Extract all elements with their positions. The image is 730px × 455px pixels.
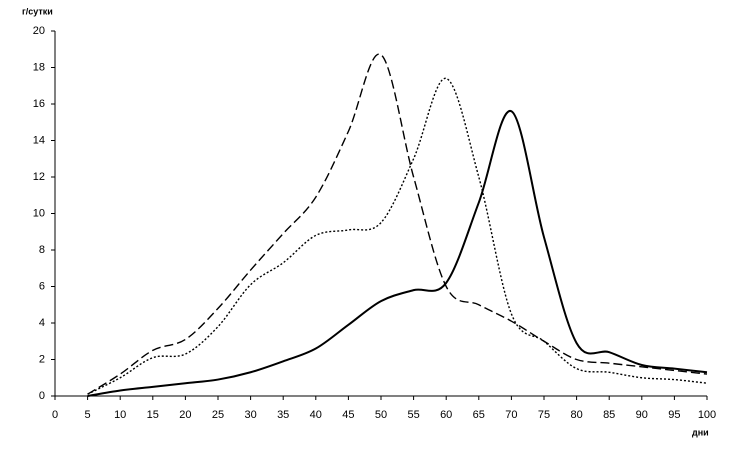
y-tick-label: 20 (33, 25, 45, 37)
x-tick-label: 60 (440, 409, 452, 421)
y-tick-label: 14 (33, 134, 45, 146)
x-tick-label: 45 (342, 409, 354, 421)
y-axis-label: г/сутки (22, 6, 53, 16)
x-tick-label: 75 (538, 409, 550, 421)
y-tick-label: 0 (39, 390, 45, 402)
y-tick-label: 10 (33, 207, 45, 219)
x-tick-label: 25 (212, 409, 224, 421)
x-tick-label: 40 (310, 409, 322, 421)
y-tick-label: 4 (39, 317, 45, 329)
x-tick-label: 65 (473, 409, 485, 421)
y-tick-label: 8 (39, 244, 45, 256)
x-tick-label: 70 (505, 409, 517, 421)
x-tick-label: 35 (277, 409, 289, 421)
x-tick-label: 30 (244, 409, 256, 421)
x-tick-label: 5 (85, 409, 91, 421)
y-tick-label: 2 (39, 353, 45, 365)
x-tick-label: 55 (407, 409, 419, 421)
x-tick-label: 95 (668, 409, 680, 421)
y-tick-label: 12 (33, 171, 45, 183)
x-axis-label: дни (692, 427, 709, 437)
y-tick-label: 16 (33, 98, 45, 110)
x-tick-label: 100 (698, 409, 716, 421)
y-tick-label: 6 (39, 280, 45, 292)
x-tick-label: 85 (603, 409, 615, 421)
series-line (87, 110, 708, 397)
x-tick-label: 0 (52, 409, 58, 421)
y-tick-label: 18 (33, 61, 45, 73)
x-tick-label: 20 (179, 409, 191, 421)
series-line (87, 77, 708, 395)
x-tick-label: 10 (114, 409, 126, 421)
x-tick-label: 90 (636, 409, 648, 421)
x-tick-label: 80 (570, 409, 582, 421)
x-tick-label: 50 (375, 409, 387, 421)
series-line (87, 53, 708, 395)
x-tick-label: 15 (147, 409, 159, 421)
